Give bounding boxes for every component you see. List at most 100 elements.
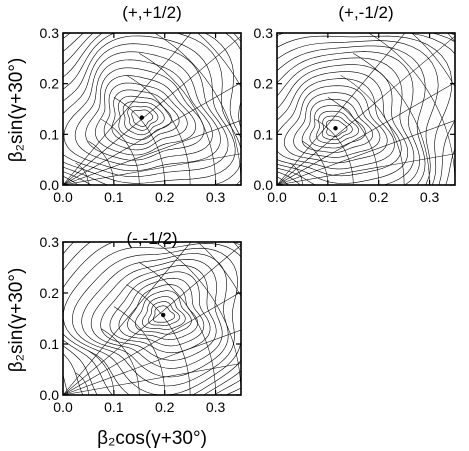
gamma-ray	[63, 291, 241, 395]
y-tick-label: 0.0	[40, 177, 60, 193]
y-tick-labels: 0.0 0.1 0.2 0.3	[40, 25, 60, 193]
contour-line	[135, 290, 192, 335]
contour-line	[321, 115, 353, 141]
y-tick-label: 0.3	[40, 25, 60, 41]
contour-line	[63, 242, 241, 395]
contour-line	[81, 253, 229, 378]
gamma-ray	[63, 363, 241, 395]
x-tick-label: 0.3	[206, 399, 226, 415]
contour-line	[316, 110, 359, 144]
x-tick-label: 0.0	[53, 399, 73, 415]
y-tick-label: 0.1	[40, 336, 60, 352]
x-tick-label: 0.0	[267, 189, 287, 205]
gamma-ray	[63, 242, 192, 395]
contour-line	[277, 45, 426, 185]
gamma-ray	[63, 82, 241, 185]
contour-line	[148, 301, 180, 326]
plot-area	[62, 32, 242, 186]
x-tick-label: 0.1	[318, 189, 338, 205]
contour-field	[167, 0, 469, 269]
contour-field	[63, 33, 241, 185]
x-tick-labels: 0.0 0.1 0.2 0.3	[53, 189, 225, 205]
x-tick-label: 0.0	[53, 189, 73, 205]
contour-line	[447, 33, 455, 185]
contour-line	[325, 119, 348, 137]
contour-line	[277, 78, 395, 170]
y-tick-labels: 0.0 0.1 0.2 0.3	[40, 234, 60, 403]
panel-plus-plus-half: (+,+1/2) 0.0 0.1 0.2 0.3 0.0 0.1 0.2 0.3	[40, 3, 242, 205]
x-tick-label: 0.3	[420, 189, 440, 205]
contour-line	[167, 0, 469, 269]
contour-line	[63, 33, 241, 185]
plot-frame	[276, 32, 456, 186]
y-axis-label-bottom: β₂sin(γ+30°)	[6, 268, 27, 373]
contour-line	[141, 296, 186, 330]
y-tick-label: 0.1	[254, 126, 274, 142]
energy-minimum-point	[160, 312, 166, 318]
gamma-ray	[63, 33, 192, 185]
energy-minimum-point	[333, 126, 338, 131]
y-tick-label: 0.2	[40, 285, 60, 301]
y-tick-label: 0.0	[254, 177, 274, 193]
contour-line	[109, 271, 211, 354]
contour-line	[301, 99, 373, 153]
panel-title: (+,+1/2)	[122, 3, 182, 22]
y-tick-label: 0.2	[254, 76, 274, 92]
beta-circle	[447, 33, 455, 43]
y-tick-label: 0.1	[40, 126, 60, 142]
contour-line	[127, 284, 198, 341]
x-tick-label: 0.1	[104, 399, 124, 415]
contour-line	[103, 82, 188, 151]
gamma-ray	[277, 120, 455, 185]
contour-line	[71, 247, 238, 387]
x-tick-labels: 0.0 0.1 0.2 0.3	[267, 189, 439, 205]
gamma-ray	[63, 329, 241, 395]
contour-line	[63, 242, 241, 395]
ticks	[276, 32, 455, 186]
contour-line	[277, 51, 421, 185]
plot-frame	[62, 32, 242, 186]
contour-line	[277, 33, 455, 185]
contour-line	[283, 85, 388, 164]
contour-line	[100, 265, 217, 361]
energy-minimum-point	[139, 115, 145, 120]
gamma-ray	[63, 244, 241, 395]
y-tick-label: 0.0	[40, 387, 60, 403]
ticks	[62, 241, 241, 396]
contour-line	[74, 59, 213, 166]
x-tick-label: 0.2	[369, 189, 389, 205]
contour-line	[63, 35, 236, 184]
contour-line	[277, 35, 453, 185]
plot-frame	[62, 241, 242, 396]
y-tick-label: 0.3	[254, 25, 274, 41]
contour-line	[90, 258, 223, 369]
contour-line	[277, 71, 402, 177]
contour-line	[63, 242, 241, 395]
x-tick-label: 0.3	[206, 189, 226, 205]
plot-area	[167, 0, 469, 269]
x-tick-label: 0.1	[104, 189, 124, 205]
gamma-ray	[277, 35, 455, 185]
beta-circle	[190, 174, 317, 395]
contour-line	[63, 51, 221, 172]
contour-line	[277, 40, 439, 185]
panel-title: (-,-1/2)	[127, 229, 178, 248]
gamma-ray	[63, 153, 241, 185]
y-tick-label: 0.2	[40, 76, 60, 92]
gamma-ray	[277, 33, 406, 185]
contour-line	[111, 89, 180, 145]
panel-title: (+,-1/2)	[338, 3, 393, 22]
contour-line	[118, 277, 205, 347]
contour-line	[277, 57, 415, 185]
ticks	[62, 32, 241, 186]
gamma-ray	[277, 153, 455, 185]
contour-line	[94, 75, 197, 156]
contour-line	[127, 106, 159, 131]
y-tick-label: 0.3	[40, 234, 60, 250]
y-axis-label-top: β₂sin(γ+30°)	[6, 58, 27, 163]
contour-line	[63, 43, 229, 178]
beta-circle	[233, 33, 241, 43]
contour-line	[122, 101, 165, 136]
x-tick-label: 0.2	[155, 399, 175, 415]
